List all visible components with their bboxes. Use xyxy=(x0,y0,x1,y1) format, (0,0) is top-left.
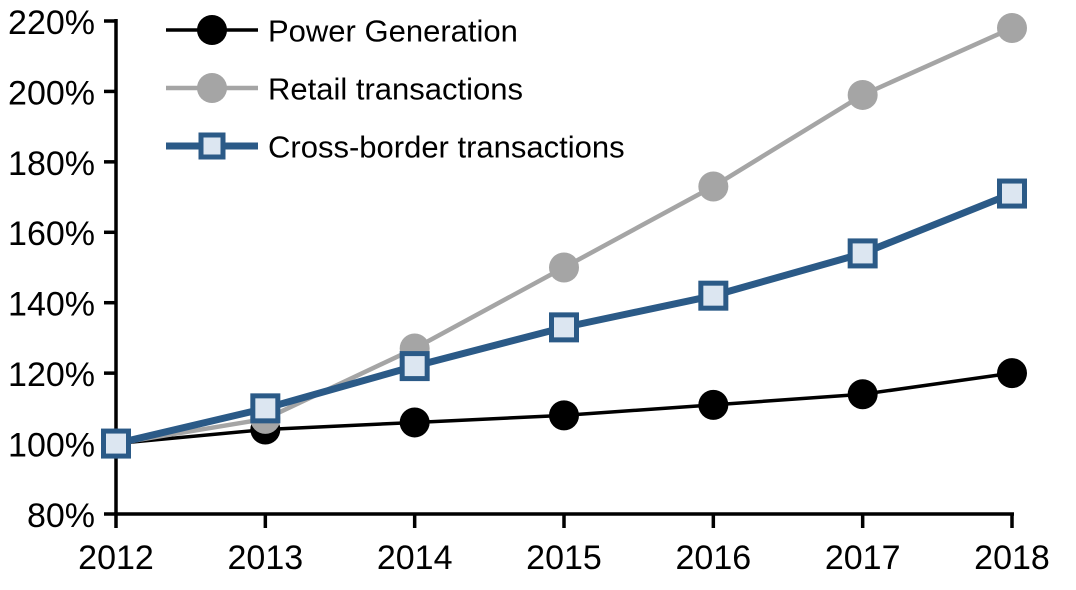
legend-marker-square xyxy=(198,132,226,160)
x-tick-label: 2014 xyxy=(377,539,453,577)
y-tick-label: 80% xyxy=(27,497,95,535)
marker-power-generation xyxy=(997,358,1027,389)
marker-power-generation xyxy=(399,407,430,438)
marker-power-generation xyxy=(698,389,729,420)
marker-power-generation xyxy=(549,400,579,431)
series-cross-border-transactions xyxy=(101,178,1027,459)
marker-cross-border-transactions xyxy=(399,351,430,382)
legend-marker-circle xyxy=(197,73,227,103)
x-tick-label: 2017 xyxy=(825,539,901,577)
legend: Power Generation Retail transactions Cross… xyxy=(166,13,625,164)
legend-item-cross-border-transactions: Cross-border transactions xyxy=(166,129,625,164)
x-tick-label: 2012 xyxy=(78,539,154,577)
marker-cross-border-transactions xyxy=(549,312,579,343)
x-tick-label: 2015 xyxy=(526,539,602,577)
x-tick-label: 2018 xyxy=(974,539,1050,577)
legend-marker-circle xyxy=(197,15,227,45)
marker-retail-transactions xyxy=(997,13,1027,44)
series-power-generation xyxy=(101,358,1027,459)
y-tick-label: 140% xyxy=(8,286,95,324)
legend-item-power-generation: Power Generation xyxy=(166,13,518,48)
marker-cross-border-transactions xyxy=(997,178,1027,209)
y-tick-label: 220% xyxy=(8,4,95,42)
y-tick-label: 120% xyxy=(8,356,95,394)
series-line-retail-transactions xyxy=(115,25,1013,446)
legend-label: Power Generation xyxy=(268,13,518,48)
marker-power-generation xyxy=(847,379,878,410)
marker-cross-border-transactions xyxy=(698,280,729,311)
marker-retail-transactions xyxy=(698,171,729,202)
y-tick-label: 160% xyxy=(8,215,95,253)
marker-retail-transactions xyxy=(847,79,878,110)
x-tick-label: 2016 xyxy=(676,539,752,577)
legend-item-retail-transactions: Retail transactions xyxy=(166,71,523,106)
marker-cross-border-transactions xyxy=(847,238,878,269)
marker-cross-border-transactions xyxy=(101,428,131,459)
marker-retail-transactions xyxy=(549,252,579,283)
y-tick-label: 100% xyxy=(8,426,95,464)
y-tick-label: 180% xyxy=(8,145,95,183)
y-tick-label: 200% xyxy=(8,74,95,112)
legend-label: Retail transactions xyxy=(268,71,523,106)
marker-cross-border-transactions xyxy=(250,393,281,424)
legend-label: Cross-border transactions xyxy=(268,129,625,164)
x-tick-label: 2013 xyxy=(228,539,304,577)
